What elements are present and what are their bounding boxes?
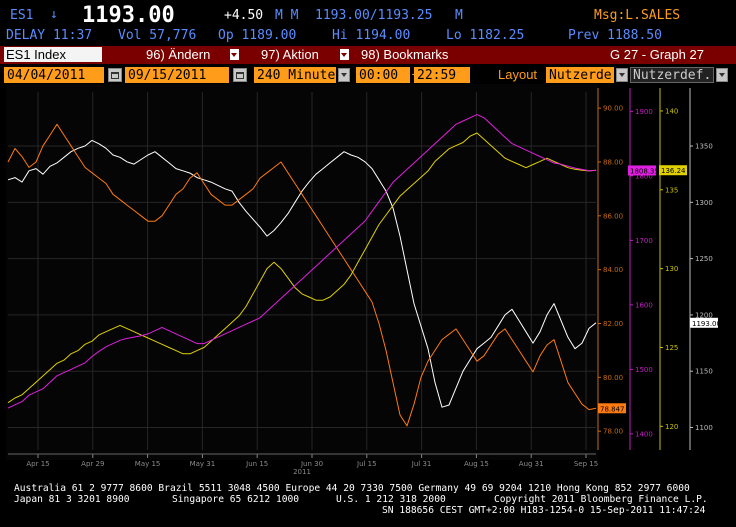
- delay-time: DELAY 11:37: [6, 28, 93, 43]
- white-axis-label: 1350: [695, 143, 713, 151]
- chevron-down-icon[interactable]: [338, 68, 350, 82]
- security-box[interactable]: ES1 Index: [4, 47, 102, 62]
- calendar-icon[interactable]: [233, 68, 247, 82]
- grid: [8, 92, 596, 450]
- orange-axis-label: 82.00: [603, 320, 623, 328]
- security-label: ES1 Index: [6, 47, 66, 62]
- orange-axis-label: 88.00: [603, 158, 623, 166]
- action-menu[interactable]: 97) Aktion: [261, 47, 319, 62]
- bid-ask: 1193.00/1193.25: [315, 8, 433, 23]
- date-tick-label: Jul 31: [411, 460, 432, 468]
- prev-close: Prev 1188.50: [568, 28, 662, 43]
- series-lines: [7, 114, 597, 427]
- white-axis-label: 1250: [695, 255, 713, 263]
- white-last-value-tag: [690, 317, 718, 328]
- action-dropdown-icon[interactable]: [340, 49, 349, 60]
- footer-japan: Japan 81 3 3201 8900: [14, 494, 130, 505]
- change-menu[interactable]: 96) Ändern: [146, 47, 211, 62]
- date-tick-label: Aug 31: [519, 460, 544, 468]
- orange-last-value-tag: [598, 403, 626, 414]
- yellow-last-value-label: 136.24: [661, 167, 686, 175]
- time-to-input[interactable]: 22:59: [414, 67, 470, 83]
- toolbar: ES1 Index 96) Ändern 97) Aktion 98) Book…: [0, 46, 736, 64]
- date-tick-label: Jul 15: [356, 460, 377, 468]
- price-chart[interactable]: 78.00 80.00 82.00 84.00 86.00 88.00 90.00 1400 1…: [0, 84, 736, 480]
- open-price: Op 1189.00: [218, 28, 297, 43]
- magenta-axis-label: 1900: [635, 108, 653, 116]
- orange-axis-label: 90.00: [603, 105, 623, 113]
- down-arrow-icon: ↓: [50, 7, 58, 22]
- magenta-last-value-tag: [628, 165, 656, 176]
- high-price: Hi 1194.00: [332, 28, 411, 43]
- market-flags: M M: [275, 8, 299, 23]
- footer-us: U.S. 1 212 318 2000: [336, 494, 446, 505]
- message-label[interactable]: Msg:L.SALES: [594, 8, 681, 23]
- orange-last-value-label: 78.847: [600, 405, 625, 413]
- footer-session: SN 188656 CEST GMT+2:00 H183-1254-0 15-S…: [382, 505, 706, 516]
- date-tick-label: Jun 30: [300, 460, 323, 468]
- footer-contacts: Australia 61 2 9777 8600 Brazil 5511 304…: [14, 483, 690, 494]
- orange-series-line: [7, 123, 597, 427]
- plot-area: [6, 84, 598, 460]
- footer-singapore: Singapore 65 6212 1000: [172, 494, 300, 505]
- bookmarks-menu[interactable]: 98) Bookmarks: [361, 47, 449, 62]
- magenta-axis-label: 1800: [635, 172, 653, 180]
- yellow-axis-label: 130: [665, 265, 678, 273]
- yellow-axis-label: 135: [665, 186, 678, 194]
- date-tick-label: Jun 15: [245, 460, 268, 468]
- quote-header: ES1 ↓ 1193.00 +4.50 M M 1193.00/1193.25 …: [0, 0, 736, 28]
- controls-row: 04/04/2011 09/15/2011 240 Minute 00:00 -…: [0, 66, 736, 84]
- magenta-axis-label: 1600: [635, 301, 653, 309]
- footer-copyright: Copyright 2011 Bloomberg Finance L.P.: [494, 494, 708, 505]
- value-axes: 78.00 80.00 82.00 84.00 86.00 88.00 90.00 1400 1…: [597, 88, 721, 450]
- white-last-value-label: 1193.00: [692, 320, 721, 328]
- quote-stats: DELAY 11:37 Vol 57,776 Op 1189.00 Hi 119…: [0, 28, 736, 44]
- price-change: +4.50: [224, 8, 264, 23]
- yellow-axis-label: 140: [665, 107, 678, 115]
- date-tick-label: May 15: [135, 460, 161, 468]
- date-axis: Apr 15 Apr 29 May 15 May 31 Jun 15 Jun 30 Jul …: [8, 453, 598, 476]
- white-axis-label: 1200: [695, 311, 713, 319]
- yellow-series-line: [7, 132, 597, 404]
- chevron-down-icon[interactable]: [616, 68, 628, 82]
- last-price: 1193.00: [82, 3, 175, 28]
- volume: Vol 57,776: [118, 28, 197, 43]
- layout-name-field[interactable]: Nutzerdef.: [630, 67, 714, 83]
- layout-select[interactable]: Nutzerde: [546, 67, 614, 83]
- yellow-axis-label: 120: [665, 423, 678, 431]
- end-date-input[interactable]: 09/15/2011: [125, 67, 229, 83]
- graph-id: G 27 - Graph 27: [610, 47, 704, 62]
- magenta-axis-label: 1400: [635, 430, 653, 438]
- date-tick-label: Sep 15: [574, 460, 598, 468]
- start-date-input[interactable]: 04/04/2011: [4, 67, 104, 83]
- white-axis-label: 1300: [695, 199, 713, 207]
- orange-axis-label: 80.00: [603, 374, 623, 382]
- ticker-label[interactable]: ES1: [10, 8, 34, 23]
- date-tick-label: Aug 15: [464, 460, 489, 468]
- white-axis-label: 1150: [695, 368, 713, 376]
- orange-axis-label: 78.00: [603, 428, 623, 436]
- low-price: Lo 1182.25: [446, 28, 525, 43]
- orange-axis-label: 86.00: [603, 212, 623, 220]
- magenta-axis-label: 1700: [635, 237, 653, 245]
- date-tick-label: Apr 29: [81, 460, 104, 468]
- change-dropdown-icon[interactable]: [230, 49, 239, 60]
- layout-label: Layout: [498, 67, 538, 82]
- magenta-axis-label: 1500: [635, 366, 653, 374]
- magenta-last-value-label: 1808.35: [630, 167, 659, 175]
- yellow-last-value-tag: [659, 165, 687, 176]
- time-from-input[interactable]: 00:00: [356, 67, 410, 83]
- yellow-axis-label: 125: [665, 344, 678, 352]
- white-series-line: [7, 139, 597, 408]
- date-tick-label: May 31: [190, 460, 216, 468]
- chevron-down-icon[interactable]: [716, 68, 728, 82]
- orange-axis-label: 84.00: [603, 266, 623, 274]
- bid-ask-flag: M: [455, 8, 463, 23]
- magenta-series-line: [7, 114, 597, 409]
- year-label: 2011: [293, 468, 311, 476]
- calendar-icon[interactable]: [108, 68, 122, 82]
- white-axis-label: 1100: [695, 424, 713, 432]
- interval-select[interactable]: 240 Minute: [254, 67, 336, 83]
- date-tick-label: Apr 15: [26, 460, 49, 468]
